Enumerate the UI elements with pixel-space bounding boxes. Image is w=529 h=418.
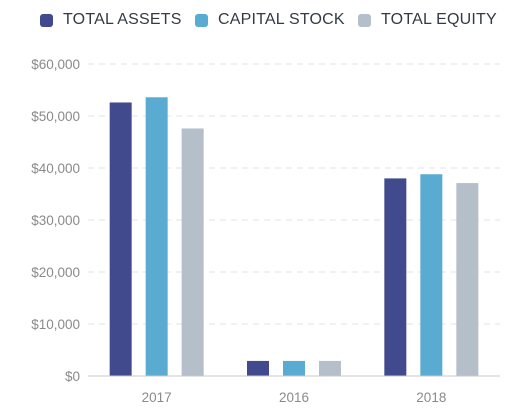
y-tick-label: $20,000 [31, 265, 80, 280]
bar-total-equity-2016[interactable] [319, 360, 341, 376]
legend-label-total-assets: TOTAL ASSETS [63, 11, 182, 28]
y-tick-label: $10,000 [31, 317, 80, 332]
bar-total-assets-2017[interactable] [109, 102, 132, 376]
chart-legend: TOTAL ASSETS CAPITAL STOCK TOTAL EQUITY [0, 8, 529, 32]
y-tick-label: $60,000 [31, 57, 80, 72]
legend-label-total-equity: TOTAL EQUITY [381, 11, 497, 28]
bar-total-equity-2017[interactable] [181, 128, 204, 376]
legend-swatch-capital-stock [195, 13, 208, 27]
bar-capital-stock-2016[interactable] [283, 360, 305, 376]
bar-capital-stock-2018[interactable] [420, 174, 443, 376]
bar-total-assets-2016[interactable] [247, 360, 269, 376]
bar-total-equity-2018[interactable] [456, 183, 479, 376]
x-tick-label: 2017 [142, 390, 172, 405]
legend-label-capital-stock: CAPITAL STOCK [218, 11, 345, 28]
x-tick-label: 2018 [416, 390, 446, 405]
legend-swatch-total-equity [358, 13, 371, 27]
y-axis: $0 $10,000 $20,000 $30,000 $40,000 $50,000 $60… [31, 57, 80, 384]
x-axis: 2017 2016 2018 [88, 375, 500, 405]
legend-item-total-assets[interactable]: TOTAL ASSETS [40, 8, 182, 32]
bar-series [109, 97, 479, 376]
legend-item-total-equity[interactable]: TOTAL EQUITY [358, 8, 497, 32]
bar-capital-stock-2017[interactable] [145, 97, 168, 376]
legend-swatch-total-assets [40, 13, 53, 27]
y-tick-label: $0 [65, 369, 80, 384]
y-tick-label: $30,000 [31, 213, 80, 228]
y-tick-label: $40,000 [31, 161, 80, 176]
y-tick-label: $50,000 [31, 109, 80, 124]
x-tick-label: 2016 [279, 390, 309, 405]
legend-item-capital-stock[interactable]: CAPITAL STOCK [195, 8, 345, 32]
bar-total-assets-2018[interactable] [384, 178, 407, 376]
